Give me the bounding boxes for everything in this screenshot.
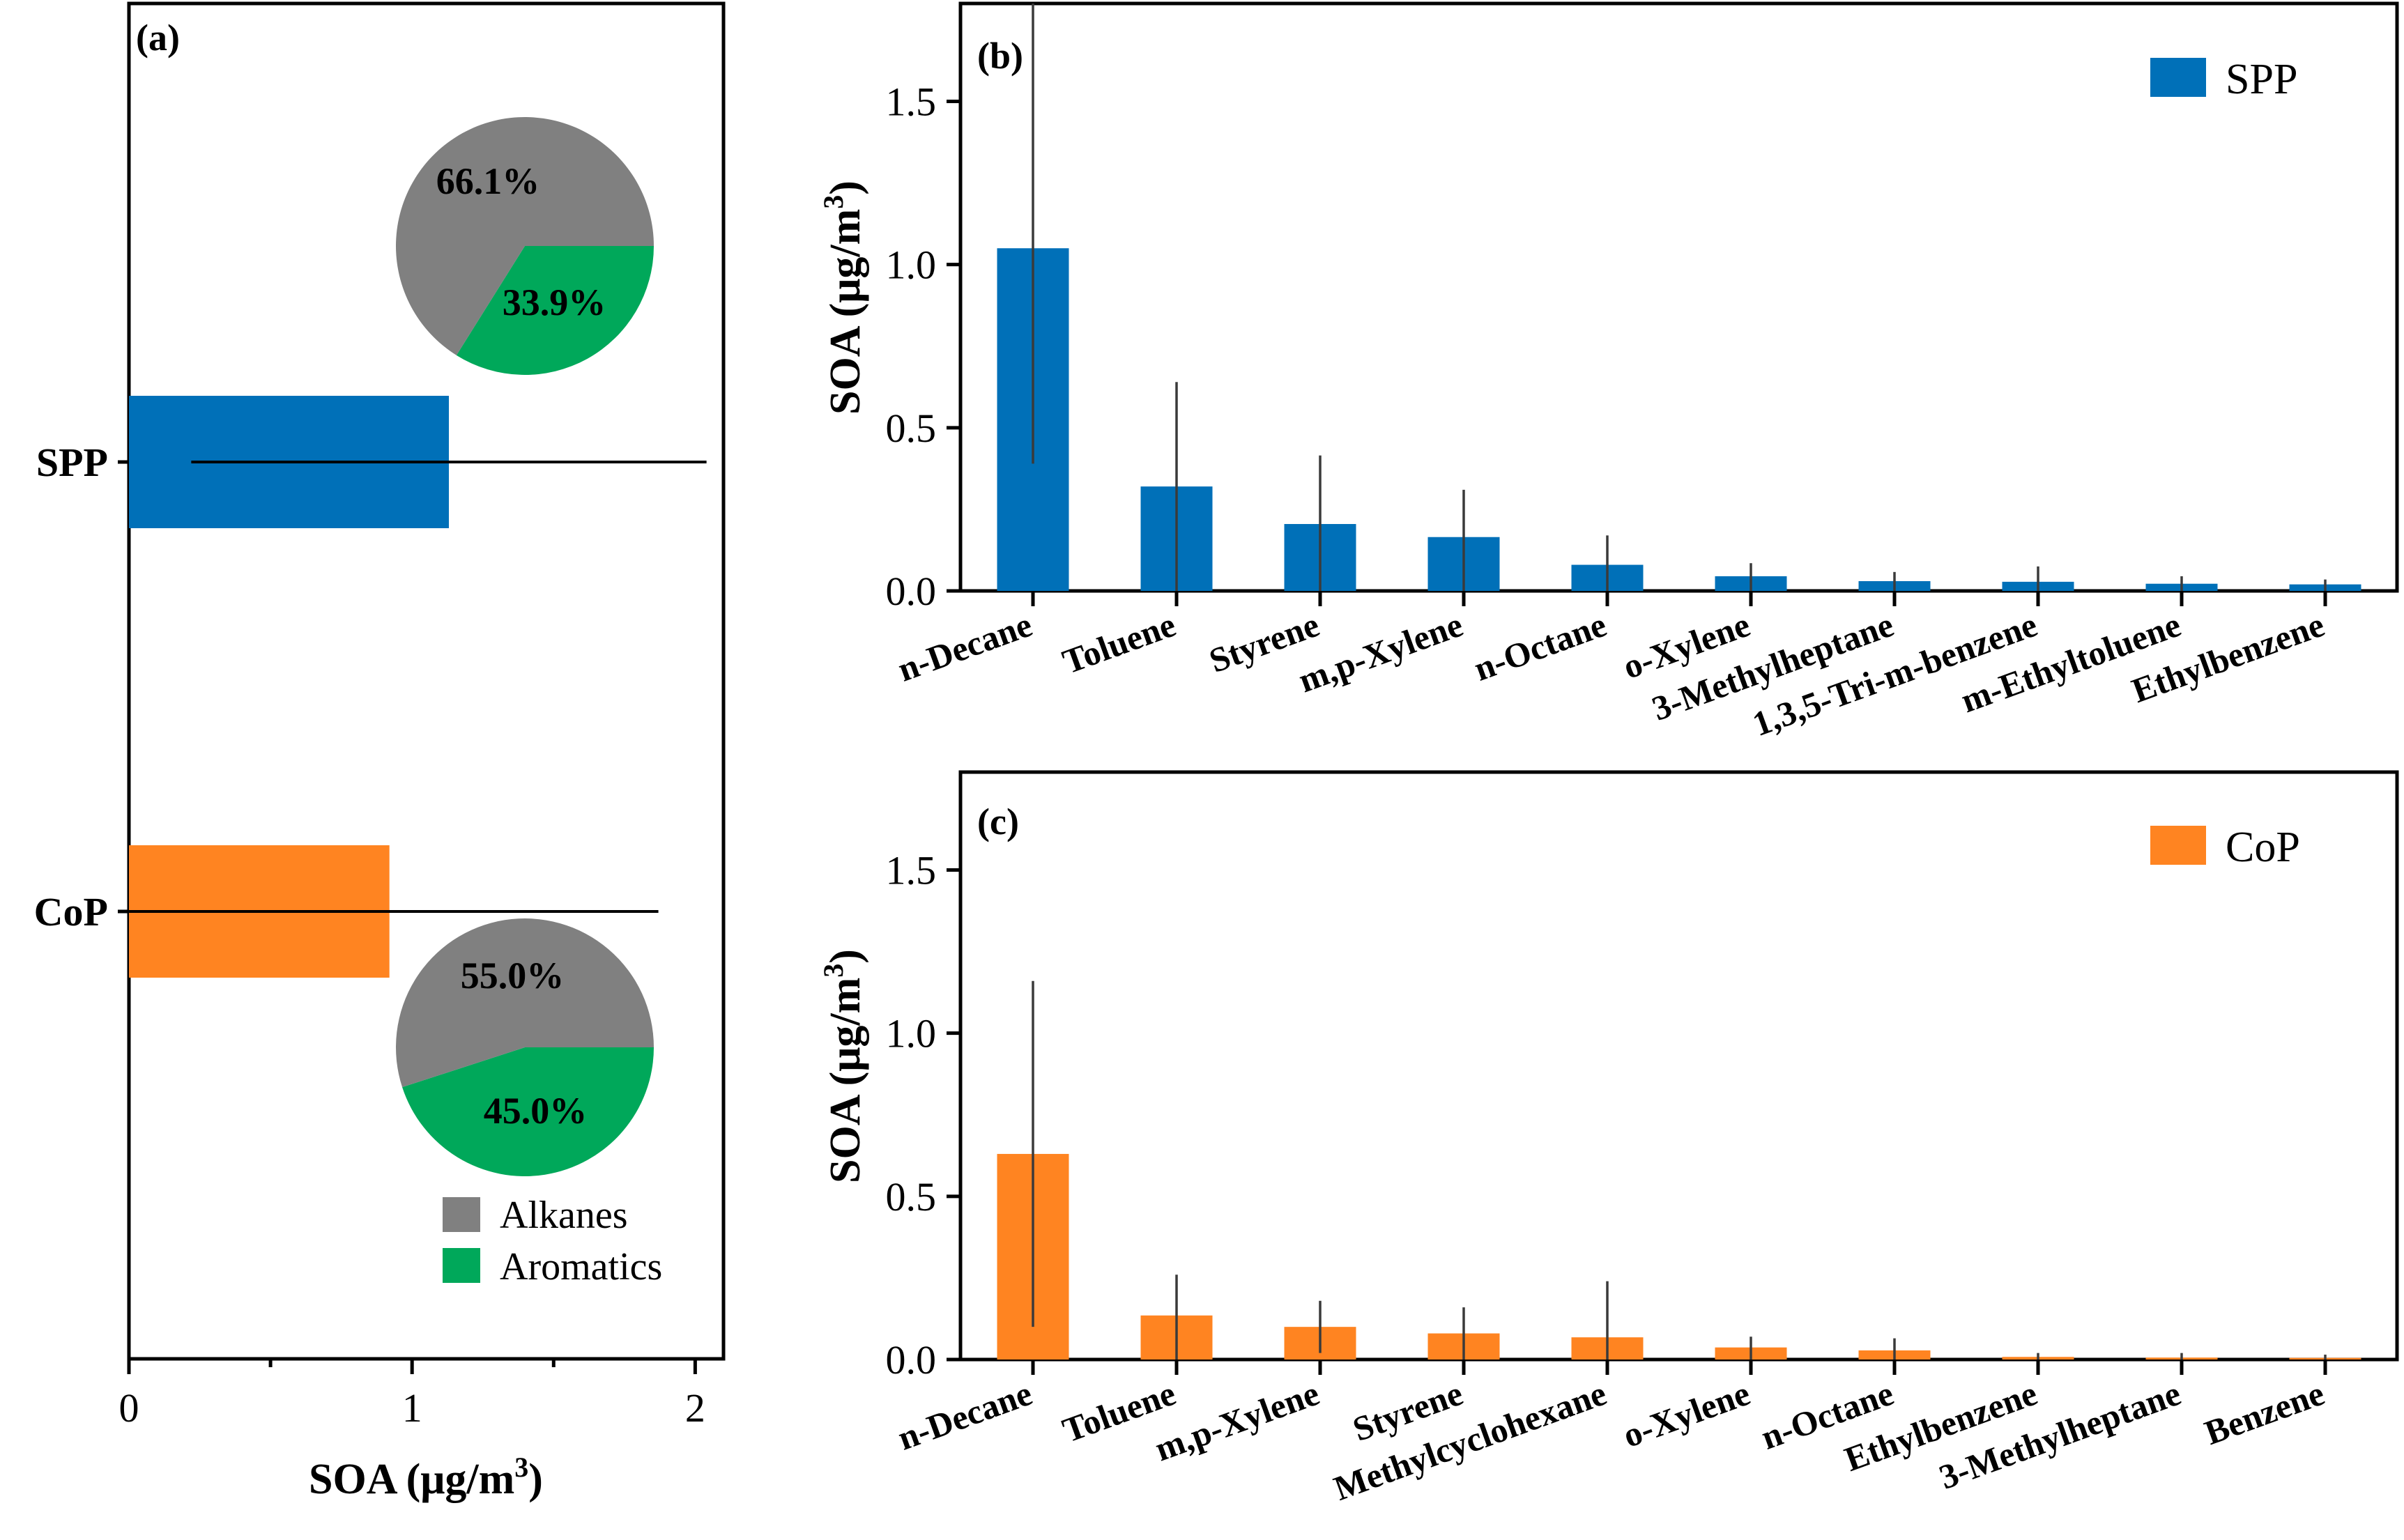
xtick-label-c-benzene: Benzene	[2200, 1373, 2329, 1452]
panel-b-frame	[958, 1, 2399, 593]
legend-swatch-cop	[2150, 826, 2206, 865]
pie-cop-slice-aromatics	[402, 1047, 654, 1176]
xtick-label-c-n-decane: n-Decane	[893, 1373, 1037, 1458]
panel-c: (c) CoP SOA (μg/m3) n-Decane Toluenem,p-X…	[818, 770, 2399, 1508]
pie-cop-slice-alkanes	[396, 918, 654, 1088]
panel-b-label: (b)	[977, 35, 1023, 77]
panel-a: (a) 66.1% 33.9% 55.0% 45.0% SPP CoP 0 1 2 SOA (…	[34, 1, 726, 1503]
ytick-label-c-3: 1.5	[886, 848, 937, 893]
panel-c-ylabel: SOA (μg/m3)	[818, 949, 869, 1183]
pie-spp-label-alkanes: 66.1%	[436, 160, 540, 202]
panel-c-frame	[958, 770, 2399, 1362]
legend-label-aromatics: Aromatics	[500, 1245, 662, 1288]
legend-swatch-alkanes	[443, 1197, 480, 1232]
legend-swatch-spp	[2150, 58, 2206, 97]
pie-spp-slice-alkanes	[396, 117, 654, 355]
pie-spp-label-aromatics: 33.9%	[503, 282, 606, 323]
xtick-label-2: 2	[685, 1385, 705, 1431]
xtick-label-b-toluene: Toluene	[1057, 605, 1181, 682]
pie-spp-slice-aromatics	[456, 246, 654, 375]
xtick-label-0: 0	[119, 1385, 139, 1431]
panel-c-label: (c)	[977, 801, 1019, 842]
xtick-label-b-m-p-xylene: m,p-Xylene	[1294, 605, 1468, 700]
ytick-label-c-2: 1.0	[886, 1011, 937, 1056]
pie-cop-label-alkanes: 55.0%	[461, 955, 565, 996]
ytick-label-spp: SPP	[36, 440, 108, 485]
ytick-label-b-2: 1.0	[886, 242, 937, 288]
legend-swatch-aromatics	[443, 1248, 480, 1283]
xtick-label-b-n-decane: n-Decane	[893, 605, 1037, 689]
xtick-label-1: 1	[402, 1385, 422, 1431]
ytick-label-cop: CoP	[34, 889, 108, 934]
panel-b: (b) SPP SOA (μg/m3) n-Decane Toluene Styre…	[818, 1, 2399, 744]
ytick-label-b-1: 0.5	[886, 406, 937, 451]
pie-cop-label-aromatics: 45.0%	[484, 1090, 588, 1132]
panel-a-xlabel: SOA (μg/m3)	[309, 1452, 543, 1503]
legend-label-cop: CoP	[2226, 824, 2300, 871]
legend-label-spp: SPP	[2226, 56, 2297, 103]
panel-b-ylabel: SOA (μg/m3)	[818, 180, 869, 415]
ytick-label-b-3: 1.5	[886, 79, 937, 125]
ytick-label-b-0: 0.0	[886, 569, 937, 614]
panel-a-frame	[127, 1, 726, 1361]
ytick-label-c-0: 0.0	[886, 1337, 937, 1383]
ytick-label-c-1: 0.5	[886, 1174, 937, 1219]
xtick-label-c-o-xylene: o-Xylene	[1618, 1373, 1755, 1455]
xtick-label-b-n-octane: n-Octane	[1469, 605, 1611, 688]
panel-a-label: (a)	[136, 17, 180, 59]
xtick-label-c-m-p-xylene: m,p-Xylene	[1150, 1373, 1324, 1469]
legend-label-alkanes: Alkanes	[500, 1194, 628, 1237]
